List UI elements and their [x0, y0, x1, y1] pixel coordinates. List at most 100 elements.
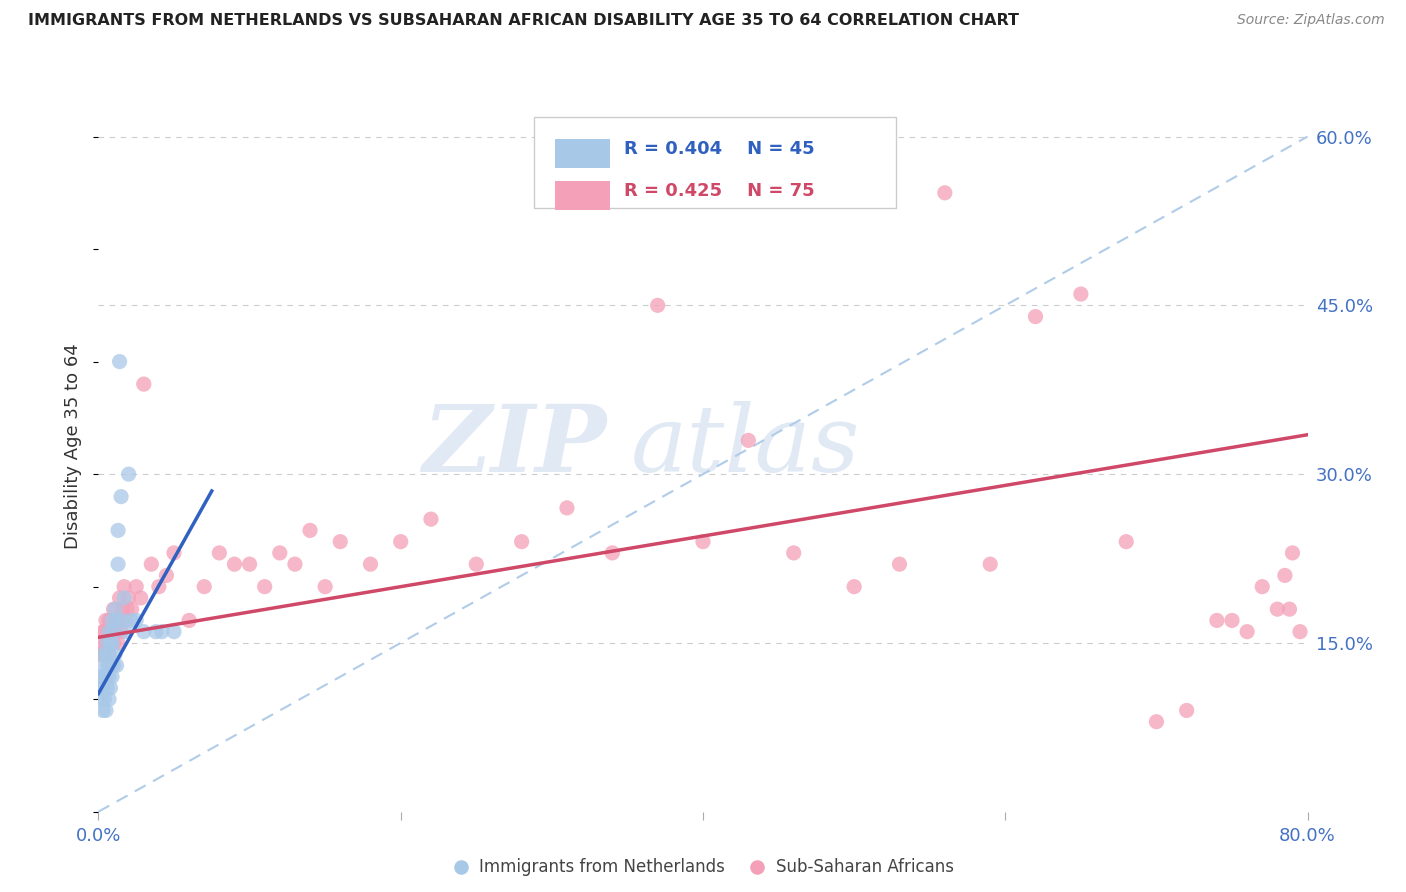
Point	[1220, 614, 1243, 628]
Point	[269, 546, 291, 560]
Point	[103, 636, 125, 650]
Point	[96, 636, 118, 650]
Bar	[555, 139, 610, 168]
Point	[91, 681, 114, 695]
Point	[911, 889, 934, 892]
Text: IMMIGRANTS FROM NETHERLANDS VS SUBSAHARAN AFRICAN DISABILITY AGE 35 TO 64 CORREL: IMMIGRANTS FROM NETHERLANDS VS SUBSAHARA…	[28, 13, 1019, 29]
Point	[93, 692, 115, 706]
Point	[104, 624, 127, 639]
Point	[555, 500, 578, 515]
Point	[239, 557, 262, 571]
Point	[284, 557, 307, 571]
Point	[96, 658, 118, 673]
Point	[98, 624, 121, 639]
Point	[110, 624, 132, 639]
Point	[179, 614, 201, 628]
Point	[602, 546, 624, 560]
Point	[96, 681, 118, 695]
FancyBboxPatch shape	[534, 117, 897, 209]
Point	[783, 546, 806, 560]
Point	[647, 298, 669, 312]
Point	[114, 614, 136, 628]
Point	[103, 658, 125, 673]
Point	[94, 647, 117, 661]
Point	[107, 636, 129, 650]
Point	[934, 186, 956, 200]
Point	[1236, 624, 1258, 639]
Text: R = 0.425    N = 75: R = 0.425 N = 75	[624, 183, 815, 201]
Point	[1289, 624, 1312, 639]
Point	[98, 614, 121, 628]
Point	[94, 670, 117, 684]
Point	[101, 624, 124, 639]
Point	[107, 524, 129, 538]
Point	[224, 557, 246, 571]
Point	[110, 490, 132, 504]
Bar	[555, 181, 610, 211]
Point	[91, 636, 114, 650]
Point	[125, 614, 148, 628]
Point	[121, 614, 143, 628]
Point	[91, 703, 114, 717]
Point	[98, 692, 121, 706]
Point	[389, 534, 412, 549]
Point	[101, 636, 124, 650]
Point	[208, 546, 231, 560]
Text: atlas: atlas	[630, 401, 860, 491]
Point	[118, 591, 141, 605]
Point	[96, 636, 118, 650]
Point	[510, 534, 533, 549]
Point	[253, 580, 276, 594]
Point	[193, 580, 215, 594]
Point	[692, 534, 714, 549]
Point	[93, 624, 115, 639]
Text: ZIP: ZIP	[422, 401, 606, 491]
Point	[100, 658, 122, 673]
Point	[105, 658, 128, 673]
Point	[1267, 602, 1289, 616]
Point	[112, 591, 135, 605]
Point	[163, 624, 186, 639]
Point	[155, 568, 177, 582]
Point	[1115, 534, 1137, 549]
Point	[93, 647, 115, 661]
Text: Source: ZipAtlas.com: Source: ZipAtlas.com	[1237, 13, 1385, 28]
Point	[1024, 310, 1046, 324]
Point	[540, 889, 562, 892]
Point	[115, 602, 138, 616]
Point	[420, 512, 443, 526]
Point	[90, 647, 112, 661]
Point	[93, 647, 115, 661]
Point	[98, 647, 121, 661]
Point	[148, 580, 170, 594]
Point	[89, 670, 111, 684]
Point	[108, 354, 131, 368]
Point	[111, 602, 134, 616]
Point	[141, 557, 163, 571]
Point	[104, 602, 127, 616]
Point	[111, 614, 134, 628]
Point	[108, 591, 131, 605]
Point	[89, 647, 111, 661]
Point	[329, 534, 352, 549]
Text: Sub-Saharan Africans: Sub-Saharan Africans	[776, 857, 953, 876]
Point	[1274, 568, 1296, 582]
Point	[112, 580, 135, 594]
Point	[129, 591, 152, 605]
Point	[1281, 546, 1303, 560]
Point	[118, 467, 141, 482]
Point	[737, 434, 759, 448]
Point	[98, 647, 121, 661]
Point	[104, 647, 127, 661]
Point	[94, 636, 117, 650]
Point	[91, 624, 114, 639]
Point	[299, 524, 322, 538]
Point	[1206, 614, 1229, 628]
Point	[100, 614, 122, 628]
Point	[101, 670, 124, 684]
Point	[1278, 602, 1301, 616]
Text: Immigrants from Netherlands: Immigrants from Netherlands	[479, 857, 725, 876]
Point	[101, 614, 124, 628]
Point	[90, 681, 112, 695]
Point	[114, 624, 136, 639]
